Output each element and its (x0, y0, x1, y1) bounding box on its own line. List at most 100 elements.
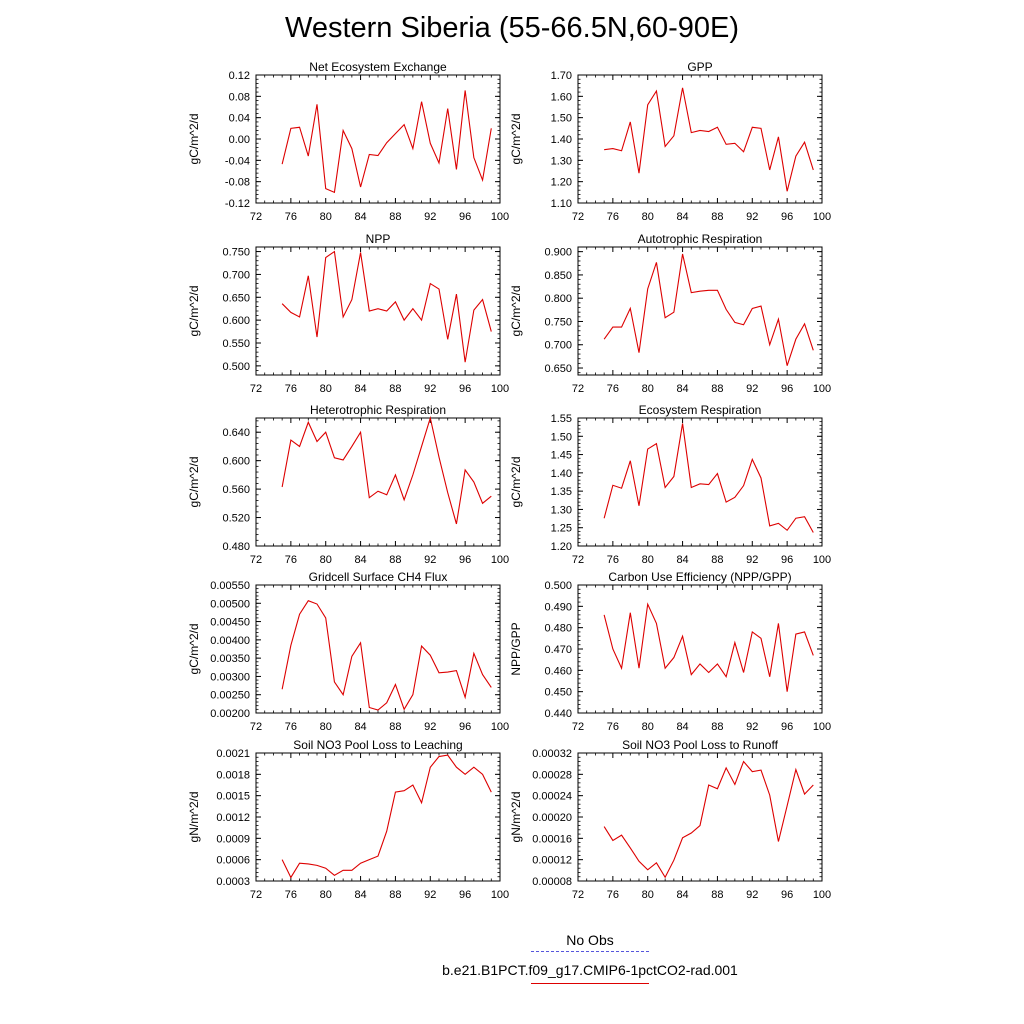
panel-title: Carbon Use Efficiency (NPP/GPP) (608, 570, 791, 584)
x-tick-label: 76 (607, 721, 619, 733)
y-tick-label: 0.550 (222, 338, 250, 350)
y-tick-label: 0.00032 (532, 748, 572, 760)
x-tick-label: 76 (285, 554, 297, 566)
x-tick-label: 76 (607, 383, 619, 395)
y-tick-label: 1.70 (551, 70, 572, 82)
x-tick-label: 72 (572, 383, 584, 395)
x-tick-label: 88 (389, 211, 401, 223)
y-tick-label: 0.500 (544, 580, 572, 592)
y-tick-label: 1.40 (551, 468, 572, 480)
y-tick-label: 1.50 (551, 431, 572, 443)
x-tick-label: 84 (676, 383, 688, 395)
x-tick-label: 96 (781, 211, 793, 223)
y-tick-label: 0.490 (544, 601, 572, 613)
series-line (603, 423, 814, 533)
x-tick-label: 88 (389, 383, 401, 395)
y-tick-label: 0.0003 (216, 876, 250, 888)
y-tick-label: 0.750 (544, 316, 572, 328)
y-tick-label: 0.640 (222, 427, 250, 439)
y-tick-label: 1.30 (551, 155, 572, 167)
x-tick-label: 84 (354, 554, 366, 566)
panel-title: Soil NO3 Pool Loss to Runoff (622, 738, 779, 752)
y-tick-label: 0.0009 (216, 833, 250, 845)
y-tick-label: 0.480 (222, 541, 250, 553)
y-tick-label: 0.00008 (532, 876, 572, 888)
x-tick-label: 72 (572, 889, 584, 901)
x-tick-label: 92 (424, 554, 436, 566)
x-tick-label: 72 (572, 721, 584, 733)
panel-title: Soil NO3 Pool Loss to Leaching (293, 738, 462, 752)
y-tick-label: 0.480 (544, 623, 572, 635)
y-tick-label: 1.40 (551, 134, 572, 146)
x-tick-label: 84 (676, 211, 688, 223)
series-line (281, 754, 492, 879)
x-tick-label: 96 (781, 554, 793, 566)
y-tick-label: 1.20 (551, 177, 572, 189)
y-tick-label: 0.650 (222, 292, 250, 304)
x-tick-label: 80 (320, 211, 332, 223)
x-tick-label: 76 (607, 211, 619, 223)
y-tick-label: 0.450 (544, 687, 572, 699)
x-tick-label: 72 (250, 211, 262, 223)
x-tick-label: 92 (746, 211, 758, 223)
x-tick-label: 92 (424, 211, 436, 223)
y-tick-label: 0.00024 (532, 791, 572, 803)
x-tick-label: 80 (642, 889, 654, 901)
y-tick-label: 0.470 (544, 644, 572, 656)
y-axis-label: gC/m^2/d (187, 457, 201, 508)
x-tick-label: 80 (642, 554, 654, 566)
x-tick-label: 100 (813, 211, 831, 223)
x-tick-label: 76 (607, 554, 619, 566)
x-tick-label: 84 (676, 889, 688, 901)
page-title: Western Siberia (55-66.5N,60-90E) (284, 12, 740, 44)
legend-label: b.e21.B1PCT.f09_g17.CMIP6-1pctCO2-rad.00… (442, 962, 738, 978)
series-line (603, 760, 814, 879)
series-line (281, 250, 492, 363)
y-tick-label: -0.04 (225, 155, 250, 167)
x-tick-label: 96 (781, 889, 793, 901)
x-tick-label: 92 (424, 383, 436, 395)
y-tick-label: 1.20 (551, 541, 572, 553)
plot-frame (577, 752, 823, 882)
y-tick-label: 0.04 (229, 113, 250, 125)
y-axis-label: gN/m^2/d (509, 792, 523, 843)
y-tick-label: 0.500 (222, 361, 250, 373)
y-tick-label: 1.45 (551, 450, 572, 462)
y-tick-label: 0.460 (544, 665, 572, 677)
y-tick-label: 0.560 (222, 484, 250, 496)
panel-title: Heterotrophic Respiration (310, 403, 446, 417)
y-tick-label: 1.60 (551, 91, 572, 103)
x-tick-label: 76 (285, 721, 297, 733)
legend-swatch-solid (531, 983, 649, 984)
series-line (603, 602, 814, 692)
panel-title: GPP (687, 60, 712, 74)
x-tick-label: 92 (746, 383, 758, 395)
series-line (604, 87, 814, 192)
x-tick-label: 80 (320, 383, 332, 395)
x-tick-label: 72 (250, 721, 262, 733)
y-tick-label: 0.700 (222, 269, 250, 281)
x-tick-label: 88 (711, 889, 723, 901)
x-tick-label: 72 (572, 211, 584, 223)
y-tick-label: 0.00350 (210, 653, 250, 665)
x-tick-label: 100 (491, 889, 509, 901)
y-tick-label: 0.700 (544, 340, 572, 352)
x-tick-label: 96 (459, 721, 471, 733)
x-tick-label: 92 (424, 889, 436, 901)
legend-label: No Obs (566, 932, 614, 948)
y-tick-label: 0.0012 (216, 812, 250, 824)
y-tick-label: -0.12 (225, 198, 250, 210)
y-tick-label: 0.900 (544, 247, 572, 259)
y-tick-label: 0.00450 (210, 617, 250, 629)
y-tick-label: 0.00200 (210, 708, 250, 720)
plot-frame (255, 584, 501, 714)
y-axis-label: gC/m^2/d (509, 457, 523, 508)
y-tick-label: 1.55 (551, 413, 572, 425)
x-tick-label: 76 (285, 383, 297, 395)
y-axis-label: gC/m^2/d (509, 114, 523, 165)
x-tick-label: 100 (491, 554, 509, 566)
x-tick-label: 96 (781, 721, 793, 733)
x-tick-label: 84 (354, 383, 366, 395)
y-tick-label: 0.00 (229, 134, 250, 146)
x-tick-label: 84 (676, 721, 688, 733)
